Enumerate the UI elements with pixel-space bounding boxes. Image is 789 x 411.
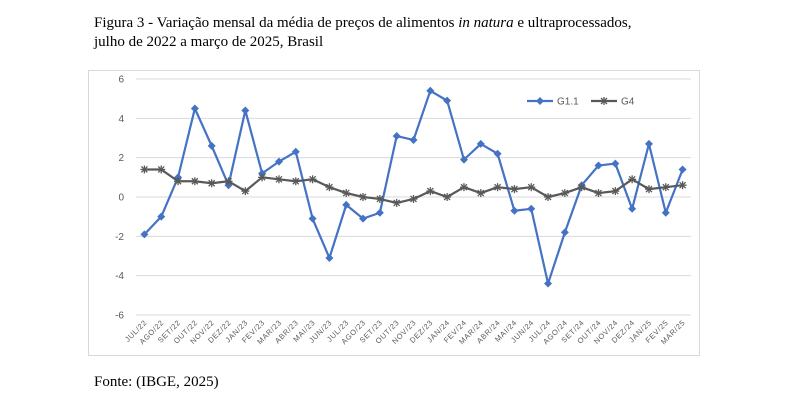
data-point-g11: [527, 204, 536, 213]
y-tick-label: 4: [118, 114, 124, 125]
data-point-g4: [661, 183, 670, 192]
data-point-g11: [342, 200, 351, 209]
data-point-g4: [443, 193, 452, 201]
data-point-g4: [476, 189, 485, 198]
data-point-g4: [342, 189, 351, 198]
data-point-g11: [426, 86, 435, 95]
data-point-g11: [359, 214, 368, 223]
y-tick-label: -4: [115, 271, 124, 282]
data-point-g4: [493, 183, 502, 192]
y-tick-label: 6: [118, 75, 124, 86]
data-point-g4: [611, 187, 620, 196]
data-point-g11: [375, 208, 384, 217]
data-point-g11: [611, 159, 620, 168]
data-point-g4: [140, 165, 149, 174]
data-point-g11: [207, 141, 216, 150]
data-point-g11: [628, 204, 637, 213]
data-point-g4: [291, 177, 300, 186]
data-point-g11: [594, 161, 603, 170]
data-point-g4: [392, 198, 401, 207]
data-point-g4: [544, 193, 553, 201]
data-point-g4: [359, 193, 368, 201]
y-tick-label: 2: [118, 153, 124, 164]
caption-italic: in natura: [458, 15, 514, 31]
data-point-g4: [426, 187, 435, 196]
series-line-g11: [143, 89, 684, 285]
data-point-g4: [594, 189, 603, 198]
data-point-g4: [510, 185, 519, 194]
data-point-g11: [510, 206, 519, 215]
data-point-g11: [190, 104, 199, 113]
data-point-g4: [628, 175, 637, 184]
data-point-g4: [577, 183, 586, 192]
data-point-g11: [560, 228, 569, 237]
data-point-g11: [459, 155, 468, 164]
legend-label: G4: [621, 97, 635, 108]
figure-caption: Figura 3 - Variação mensal da média de p…: [94, 14, 734, 52]
chart-area: -6 -4 -2 0 2 4 6 JUL/22 AGO/22 SET/22 OUT/22 NOV/22…: [88, 70, 700, 356]
data-point-g11: [308, 214, 317, 223]
data-point-g4: [190, 177, 199, 186]
data-point-g4: [409, 194, 418, 203]
source-note: Fonte: (IBGE, 2025): [94, 374, 219, 390]
data-point-g4: [308, 175, 317, 184]
data-point-g11: [443, 96, 452, 105]
data-point-g4: [207, 179, 216, 188]
data-point-g4: [157, 165, 166, 174]
data-point-g11: [140, 230, 149, 239]
data-point-g4: [560, 189, 569, 198]
y-tick-label: -6: [115, 311, 124, 322]
data-point-g11: [544, 279, 553, 288]
data-point-g4: [527, 183, 536, 192]
data-point-g11: [493, 149, 502, 158]
data-point-g11: [409, 135, 418, 144]
data-point-g4: [375, 194, 384, 203]
data-point-g4: [174, 177, 183, 186]
data-point-g11: [476, 139, 485, 148]
data-point-g4: [644, 185, 653, 194]
data-point-g11: [661, 208, 670, 217]
legend-marker: [600, 97, 608, 105]
data-point-g11: [241, 106, 250, 115]
data-point-g11: [678, 165, 687, 174]
data-point-g11: [291, 147, 300, 156]
data-point-g11: [392, 132, 401, 141]
data-point-g4: [678, 181, 687, 190]
legend-marker: [536, 97, 544, 105]
data-point-g4: [459, 183, 468, 192]
data-point-g11: [644, 139, 653, 148]
data-point-g4: [274, 175, 283, 184]
data-point-g11: [274, 157, 283, 166]
caption-prefix: Figura 3 - Variação mensal da média de p…: [94, 15, 459, 31]
data-point-g11: [325, 253, 334, 262]
y-tick-label: 0: [118, 193, 124, 204]
caption-line-2: julho de 2022 a março de 2025, Brasil: [94, 34, 324, 50]
line-chart: -6-4-20246JUL/22AGO/22SET/22OUT/22NOV/22…: [115, 75, 691, 346]
legend-label: G1.1: [557, 97, 579, 108]
data-point-g11: [157, 212, 166, 221]
y-tick-label: -2: [115, 232, 124, 243]
data-point-g4: [258, 173, 267, 182]
caption-suffix: e ultraprocessados,: [513, 15, 632, 31]
data-point-g4: [325, 183, 334, 192]
data-point-g4: [224, 177, 233, 186]
data-point-g4: [241, 187, 250, 196]
